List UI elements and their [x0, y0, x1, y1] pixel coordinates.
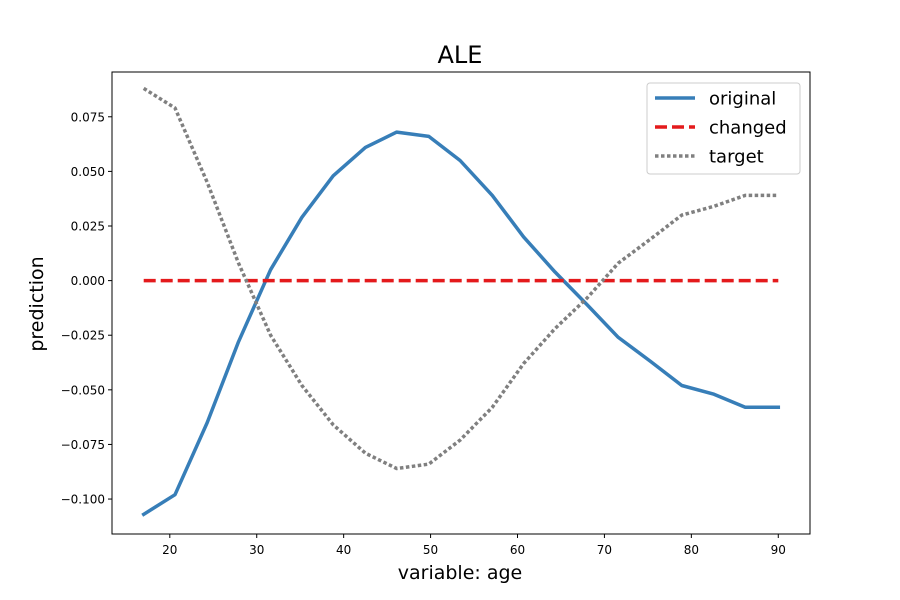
plot-area-frame: [111, 71, 811, 535]
y-tick-label: 0.075: [71, 110, 105, 124]
x-tick-label: 20: [162, 543, 177, 557]
legend: original changed target: [646, 82, 801, 175]
x-tick-label: 90: [771, 543, 786, 557]
x-axis: 20 30 40 50 60 70 80 90: [162, 534, 786, 557]
y-tick-label: −0.050: [61, 383, 105, 397]
x-tick-label: 50: [423, 543, 438, 557]
x-tick-label: 70: [597, 543, 612, 557]
x-axis-label: variable: age: [398, 562, 522, 584]
legend-label-target: target: [709, 147, 764, 168]
y-tick-label: −0.025: [61, 329, 105, 343]
y-tick-label: 0.025: [71, 220, 105, 234]
x-tick-label: 40: [336, 543, 351, 557]
series-line-target: [142, 86, 779, 471]
y-tick-label: −0.075: [61, 438, 105, 452]
legend-box: [646, 82, 801, 175]
x-tick-label: 30: [249, 543, 264, 557]
x-tick-label: 80: [684, 543, 699, 557]
chart-title: ALE: [438, 41, 483, 69]
y-axis: −0.100 −0.075 −0.050 −0.025 0.000 0.025 0.050 0…: [61, 110, 112, 507]
y-axis-label: prediction: [26, 256, 48, 351]
series-line-original: [141, 130, 781, 517]
y-tick-label: −0.100: [61, 493, 105, 507]
legend-label-original: original: [709, 89, 776, 110]
series-layer: [141, 86, 781, 517]
y-tick-label: 0.050: [71, 165, 105, 179]
legend-label-changed: changed: [709, 118, 787, 139]
y-tick-label: 0.000: [71, 274, 105, 288]
x-tick-label: 60: [510, 543, 525, 557]
